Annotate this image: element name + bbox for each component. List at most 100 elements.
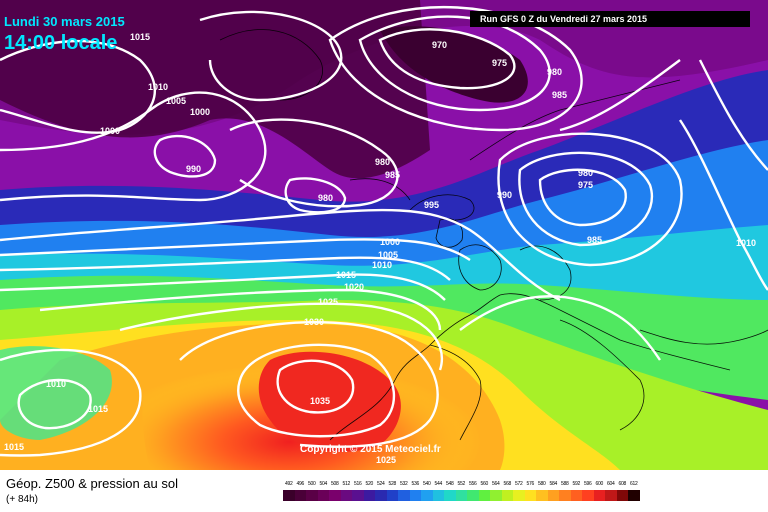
color-legend: 492 496 500 504 508 512 516 520 524 528 532 536 540 5…	[283, 480, 640, 502]
isobar-labels: 1015 1010 1005 1000 1000 990 980 985 970…	[4, 32, 756, 465]
isobar-label: 975	[578, 180, 593, 190]
isobar-label: 985	[552, 90, 567, 100]
legend-cell: 576	[524, 480, 536, 502]
isobar-label: 985	[385, 170, 400, 180]
isobar-label: 995	[424, 200, 439, 210]
legend-swatch	[582, 490, 594, 501]
legend-cell: 596	[582, 480, 594, 502]
legend-swatch	[398, 490, 410, 501]
legend-cell: 504	[317, 480, 329, 502]
legend-value: 528	[388, 481, 397, 487]
legend-value: 588	[561, 481, 569, 487]
legend-swatch	[570, 490, 582, 501]
legend-cell: 600	[593, 480, 605, 502]
legend-cell: 540	[421, 480, 433, 502]
legend-cell: 520	[363, 480, 375, 502]
weather-map: 1015 1010 1005 1000 1000 990 980 985 970…	[0, 0, 768, 470]
legend-value: 576	[526, 481, 535, 487]
isobar-label: 1015	[336, 270, 356, 280]
legend-value: 600	[595, 481, 604, 487]
legend-value: 556	[469, 481, 477, 487]
legend-cell: 508	[329, 480, 341, 502]
legend-value: 496	[296, 481, 305, 487]
legend-swatch	[455, 490, 467, 501]
legend-value: 548	[446, 481, 454, 487]
legend-value: 596	[584, 481, 592, 487]
legend-cell: 516	[352, 480, 364, 502]
isobar-label: 980	[578, 168, 593, 178]
legend-value: 500	[308, 481, 316, 487]
legend-value: 552	[457, 481, 466, 487]
isobar-label: 1030	[304, 317, 324, 327]
legend-swatch	[559, 490, 571, 501]
isobar-label: 990	[186, 164, 201, 174]
legend-cell: 544	[432, 480, 444, 502]
legend-swatch	[340, 490, 352, 501]
legend-swatch	[524, 490, 536, 501]
legend-cell: 532	[398, 480, 410, 502]
legend-cell: 592	[570, 480, 582, 502]
legend-swatch	[490, 490, 502, 501]
legend-cell: 560	[478, 480, 490, 502]
isobar-label: 985	[587, 235, 602, 245]
legend-value: 580	[538, 481, 546, 487]
isobars	[0, 5, 768, 457]
map-title: Géop. Z500 & pression au sol	[6, 476, 178, 491]
isobar-label: 1015	[88, 404, 108, 414]
legend-cell: 552	[455, 480, 467, 502]
legend-value: 492	[285, 481, 293, 487]
legend-cell: 528	[386, 480, 398, 502]
legend-value: 544	[434, 481, 443, 487]
isobar-label: 980	[318, 193, 333, 203]
isobar-label: 1020	[344, 282, 364, 292]
legend-cell: 548	[444, 480, 456, 502]
legend-swatch	[536, 490, 548, 501]
map-canvas: 1015 1010 1005 1000 1000 990 980 985 970…	[0, 0, 768, 470]
legend-swatch	[432, 490, 444, 501]
isobar-label: 1005	[378, 250, 398, 260]
isobar-label: 1035	[310, 396, 330, 406]
legend-swatch	[605, 490, 617, 501]
isobar-label: 1000	[380, 237, 400, 247]
legend-swatch	[444, 490, 456, 501]
legend-cell: 588	[559, 480, 571, 502]
legend-cell: 536	[409, 480, 421, 502]
legend-swatch	[467, 490, 479, 501]
legend-cell: 512	[340, 480, 352, 502]
isobar-label: 1005	[166, 96, 186, 106]
legend-value: 592	[572, 481, 581, 487]
run-info: Run GFS 0 Z du Vendredi 27 mars 2015	[470, 11, 750, 27]
legend-swatch	[421, 490, 433, 501]
legend-value: 504	[319, 481, 328, 487]
legend-value: 508	[331, 481, 339, 487]
legend-swatch	[317, 490, 329, 501]
legend-swatch	[363, 490, 375, 501]
legend-cell: 496	[294, 480, 306, 502]
isobar-label: 1025	[318, 297, 338, 307]
legend-value: 568	[503, 481, 512, 487]
forecast-date: Lundi 30 mars 2015	[4, 14, 125, 29]
isobar-label: 970	[432, 40, 447, 50]
legend-value: 604	[607, 481, 615, 487]
legend-cell: 564	[490, 480, 502, 502]
isobar-label: 1010	[148, 82, 168, 92]
isobar-label: 1010	[736, 238, 756, 248]
legend-cell: 568	[501, 480, 513, 502]
isobar-label: 980	[375, 157, 390, 167]
legend-value: 532	[400, 481, 408, 487]
isobar-label: 1025	[376, 455, 396, 465]
legend-value: 524	[377, 481, 385, 487]
legend-swatch	[375, 490, 387, 501]
forecast-step: (+ 84h)	[6, 494, 38, 505]
legend-swatch	[386, 490, 398, 501]
legend-value: 564	[492, 481, 500, 487]
legend-cell: 492	[283, 480, 295, 502]
legend-cell: 524	[375, 480, 387, 502]
legend-swatch	[409, 490, 421, 501]
legend-cell: 612	[628, 480, 640, 502]
isobar-label: 1010	[372, 260, 392, 270]
legend-value: 540	[423, 481, 431, 487]
isobar-label: 1015	[130, 32, 150, 42]
isobar-label: 975	[492, 58, 507, 68]
isobar-label: 990	[497, 190, 512, 200]
